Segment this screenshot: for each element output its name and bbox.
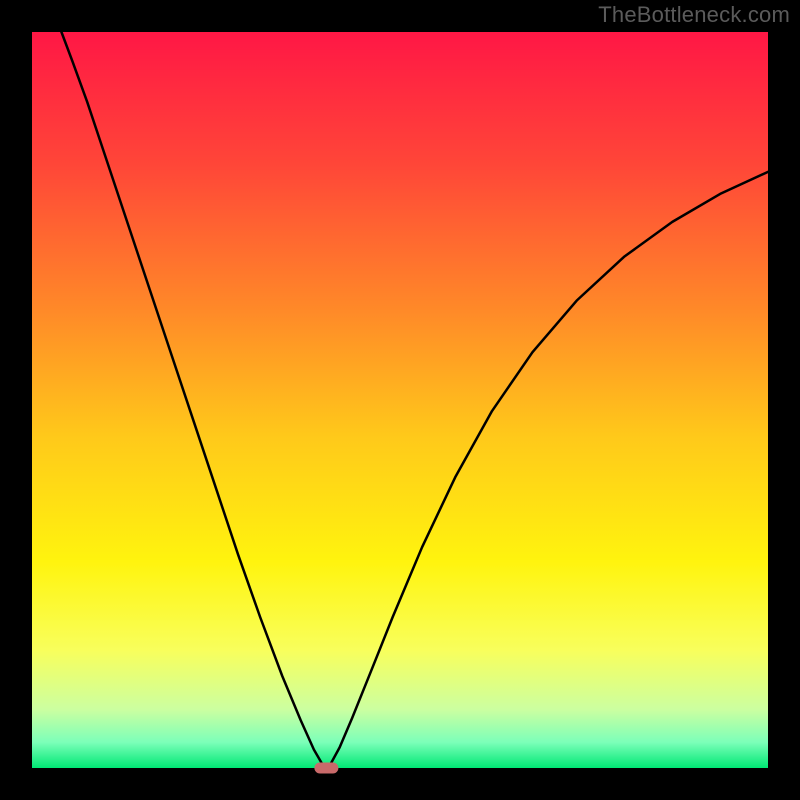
plot-background	[32, 32, 768, 768]
chart-svg	[0, 0, 800, 800]
bottleneck-chart: TheBottleneck.com	[0, 0, 800, 800]
watermark-text: TheBottleneck.com	[598, 2, 790, 28]
optimum-marker	[314, 763, 338, 774]
